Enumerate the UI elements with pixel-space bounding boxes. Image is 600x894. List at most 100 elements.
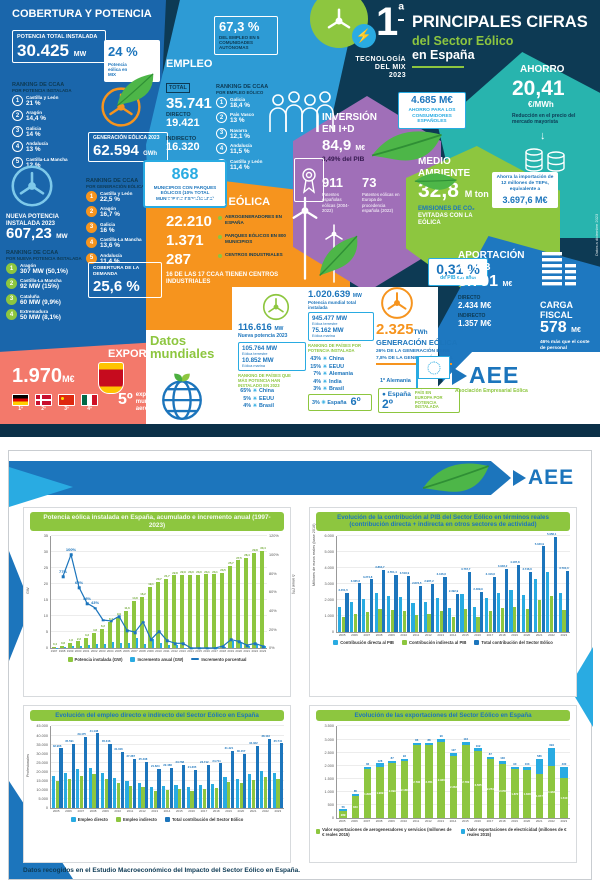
panel-aee-bg <box>436 352 600 428</box>
legend-item: Valor exportaciones de electricidad (mil… <box>460 827 570 837</box>
x-tick-label: 2006 <box>65 809 72 814</box>
bar-directo <box>448 608 452 632</box>
chart-legend: Valor exportaciones de aerogeneradores y… <box>316 827 570 837</box>
bar-total <box>280 743 284 809</box>
bar-directo <box>350 601 354 632</box>
x-tick-label: 2023 <box>274 809 282 814</box>
turbine-glyph-icon: ✳ <box>322 356 328 362</box>
chart-column: 27,5 <box>235 536 243 649</box>
europe-first: 1º Alemania <box>380 378 411 384</box>
x-tick-label: 2000 <box>74 649 82 654</box>
bar-incremento-anual <box>56 647 59 649</box>
bar-total <box>169 767 173 809</box>
bar-total <box>96 733 100 809</box>
empleo-directo: DIRECTO 19.421 <box>166 112 200 130</box>
infographic-page: ⚡ 1ª TECNOLOGÍA DEL MIX 2023 PRINCIPALES C… <box>0 0 600 437</box>
x-tick-label: 2020 <box>237 809 245 814</box>
chart-column: 85 843 <box>349 726 361 819</box>
bar-indirecto <box>488 611 492 632</box>
bar-total <box>243 753 247 809</box>
bar-incremento-anual <box>264 646 267 649</box>
bar-potencia-instalada <box>139 596 144 649</box>
chart-column: 31.016 <box>112 726 124 809</box>
x-tick-label: 2007 <box>77 809 85 814</box>
chart-empleo-box: Evolución del empleo directo e indirecto… <box>23 705 291 863</box>
world-total-ranking-list: 43% ✳ China 15% ✳ EEUU 7% ✳ Alemania 4% ✳ India 3% ✳ B… <box>308 356 353 394</box>
people-icon <box>268 88 334 134</box>
espana-rank2-label: PAÍS EN EUROPA POR POTENCIA INSTALADA <box>414 390 443 410</box>
medio-title: MEDIO AMBIENTE <box>418 156 471 179</box>
country-rank-item: 3% ✳ Brasil <box>313 386 344 392</box>
x-tick-label: 2010 <box>155 649 162 654</box>
bar-incremento-anual <box>72 645 75 649</box>
bar-indirecto <box>341 617 345 632</box>
x-tick-label: 2021 <box>535 632 543 637</box>
rank-number: 1ª <box>376 0 405 44</box>
world-installed-2023-label: RANKING DE PAÍSES QUE MÁS POTENCIA HAN I… <box>238 373 291 388</box>
bar-electricidad <box>412 742 421 746</box>
bar-directo <box>272 773 276 809</box>
x-tick-label: 2011 <box>126 809 134 814</box>
bar-directo <box>484 597 489 632</box>
y-axis-label: Millones de euros reales (base 2016) <box>312 523 316 586</box>
bar-aerogeneradores <box>486 759 495 819</box>
x-tick-label: 2014 <box>449 819 457 824</box>
bar-indirecto <box>264 776 268 809</box>
bar-potencia-instalada <box>59 645 64 649</box>
country-rank-item: 7% ✳ Alemania <box>313 371 353 377</box>
bolt-icon: ⚡ <box>355 28 373 43</box>
x-tick-label: 2010 <box>400 632 408 637</box>
world-new-box: 105.764 MW Eólica terrestre 10.852 MW Eó… <box>238 342 306 371</box>
bar-directo <box>125 781 129 809</box>
industria-title: INDUSTRIA EÓLICA <box>166 196 271 208</box>
nueva-potencia-icon <box>10 164 54 208</box>
leaf-icon <box>414 450 497 502</box>
x-tick-label: 2013 <box>151 809 158 814</box>
bar-potencia-instalada <box>259 551 264 649</box>
bar-directo <box>248 774 252 809</box>
chart-column: 21.624 <box>149 726 161 809</box>
bar-electricidad <box>339 809 347 811</box>
nueva-potencia-value: 607,23 MW <box>6 225 68 242</box>
bar-total <box>369 579 374 632</box>
bar-directo <box>223 777 227 809</box>
ranking-item: 4 Andalucía 11,5 % <box>216 143 280 155</box>
x-tick-label: 2011 <box>412 632 420 637</box>
bar-electricidad <box>400 758 409 762</box>
chart-column: 21,7 <box>163 536 171 649</box>
report-aee-logo: AEE <box>513 467 574 488</box>
bar-total <box>71 743 75 809</box>
x-tick-label: 2013 <box>437 632 444 637</box>
panel-world-bg <box>232 287 438 427</box>
bar-incremento-anual <box>88 644 91 649</box>
bar-aerogeneradores <box>474 751 482 819</box>
bar-total <box>267 739 272 809</box>
x-tick-label: 2013 <box>437 819 444 824</box>
wind-turbines-icon <box>288 192 322 286</box>
world-new-turbine-icon <box>262 293 290 321</box>
patentes-es-value: 911 <box>322 175 343 190</box>
chart-column: 87 2.099 <box>386 726 398 819</box>
chart-column: 92 2.180 <box>398 726 410 819</box>
aee-swoosh-icon <box>452 366 467 385</box>
x-tick-label: 2022 <box>251 649 259 654</box>
chart-column: 19,1 <box>147 536 155 649</box>
x-tick-label: 2016 <box>474 632 481 637</box>
bar-directo <box>260 770 264 809</box>
chart-column: 32.906 <box>51 726 63 809</box>
ranking-nueva-list: 1 Aragón 307 MW (50,1%) 2 Castilla-La Mancha… <box>6 263 80 325</box>
bar-indirecto <box>104 779 108 809</box>
bar-incremento-anual <box>168 645 171 649</box>
cobertura-title: COBERTURA Y POTENCIA <box>12 8 152 20</box>
bar-electricidad <box>461 742 470 746</box>
flag-mexico-icon <box>81 394 98 406</box>
cobertura-demanda-label: COBERTURA DE LA DEMANDA <box>93 266 140 277</box>
x-tick-label: 2019 <box>225 809 232 814</box>
pib-directo: DIRECTO 2.434 M€ <box>458 295 492 310</box>
chart-column: 88 2.781 <box>423 726 435 819</box>
x-tick-label: 2017 <box>486 632 494 637</box>
world-gen-turbine-icon <box>380 286 414 320</box>
chart-column: 38.113 <box>260 726 272 809</box>
patentes-eu-value: 73 <box>362 175 377 190</box>
y-axis-label: GW <box>26 587 30 594</box>
